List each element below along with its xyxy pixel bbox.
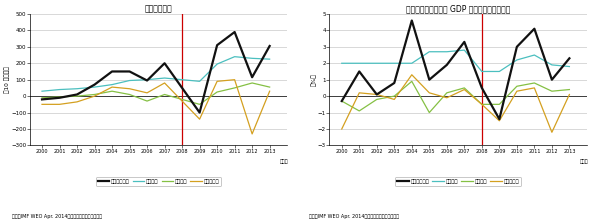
Title: 民間資本フロー：対 GDP 比（アジア新興国）: 民間資本フロー：対 GDP 比（アジア新興国） [406,4,510,13]
Title: アジア新興国: アジア新興国 [144,4,172,13]
Text: 資料：IMF WEO Apr. 2014　データベースから作成。: 資料：IMF WEO Apr. 2014 データベースから作成。 [12,214,102,219]
Legend: 民間資本全体, 直接投資, 証券投資, その他投資: 民間資本全体, 直接投資, 証券投資, その他投資 [395,177,521,186]
Text: （年）: （年） [580,159,589,164]
Y-axis label: （10 億ドル）: （10 億ドル） [4,66,10,93]
Y-axis label: （%）: （%） [311,73,317,86]
Text: （年）: （年） [280,159,289,164]
Legend: 民間資本全体, 直接投資, 証券投資, その他投資: 民間資本全体, 直接投資, 証券投資, その他投資 [96,177,222,186]
Text: 資料：IMF WEO Apr. 2014　データベースから作成。: 資料：IMF WEO Apr. 2014 データベースから作成。 [309,214,399,219]
